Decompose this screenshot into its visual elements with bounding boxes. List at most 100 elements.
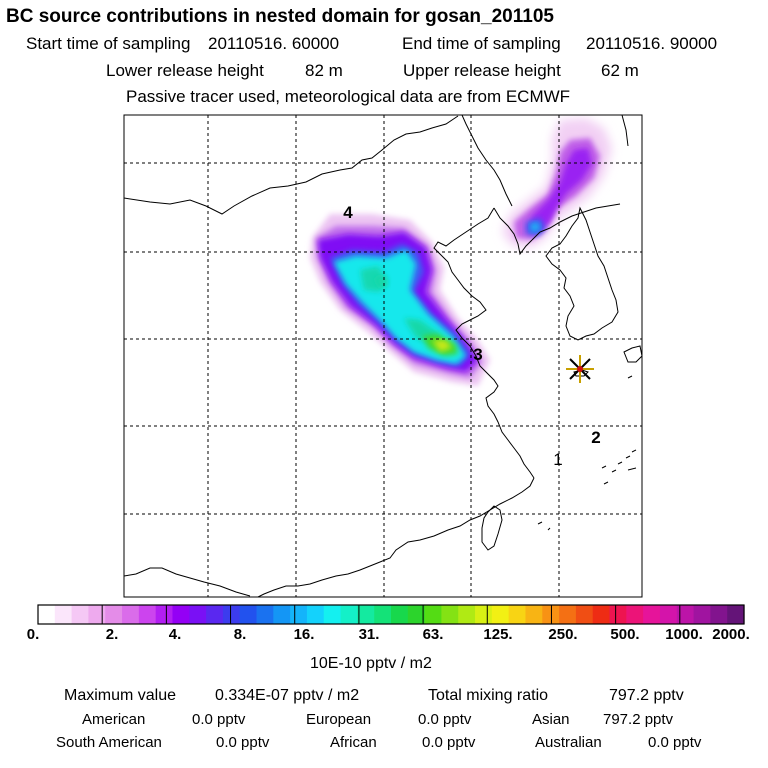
amur-border <box>461 115 513 207</box>
colorbar-swatch <box>155 605 174 624</box>
colorbar-swatch <box>710 605 728 624</box>
colorbar-swatch <box>323 605 342 624</box>
colorbar-swatch <box>491 605 510 624</box>
colorbar-swatch <box>290 605 308 624</box>
colorbar-tick-label: 0. <box>26 626 40 643</box>
total-mixing-label: Total mixing ratio <box>428 687 549 704</box>
colorbar-swatch <box>340 605 358 624</box>
colorbar-swatch <box>239 605 258 624</box>
concentration-plume-northeast <box>502 118 612 248</box>
start-time-label: Start time of sampling <box>26 34 191 53</box>
total-mixing-value: 797.2 pptv <box>609 687 684 704</box>
map-frame <box>123 114 643 598</box>
colorbar-swatch <box>273 605 291 624</box>
source-value-australian: 0.0 pptv <box>648 734 702 751</box>
source-name-australian: Australian <box>535 734 602 751</box>
concentration-plume-main <box>310 214 490 386</box>
colorbar-swatch <box>88 605 106 624</box>
colorbar-tick-label: 250. <box>548 626 578 643</box>
colorbar-swatch <box>306 605 325 624</box>
bohai-coast <box>433 207 495 339</box>
ryukyu-islands <box>537 375 637 531</box>
end-time-label: End time of sampling <box>402 34 561 53</box>
lower-height-label: Lower release height <box>106 61 264 80</box>
colorbar-swatch <box>374 605 392 624</box>
yellow-sea-coast <box>461 337 535 479</box>
colorbar-swatch <box>727 605 745 624</box>
plot-title: BC source contributions in nested domain… <box>6 6 554 27</box>
colorbar-swatch <box>206 605 224 624</box>
colorbar-tick-label: 63. <box>422 626 444 643</box>
colorbar-tick-label: 1000. <box>665 626 703 643</box>
colorbar-swatch <box>676 605 695 624</box>
japan-kyushu <box>623 345 642 363</box>
colorbar-tick-label: 2000. <box>712 626 750 643</box>
colorbar-swatch <box>38 605 56 624</box>
upper-height-label: Upper release height <box>403 61 561 80</box>
source-value-african: 0.0 pptv <box>422 734 476 751</box>
colorbar-frame <box>37 604 745 625</box>
colorbar-swatch <box>441 605 459 624</box>
colorbar-tick-label: 500. <box>610 626 640 643</box>
lower-height-value: 82 m <box>305 61 343 80</box>
sakhalin-edge <box>621 115 629 147</box>
source-value-south-american: 0.0 pptv <box>216 734 270 751</box>
source-name-african: African <box>330 734 377 751</box>
korea-peninsula <box>545 206 619 341</box>
colorbar-swatch <box>693 605 711 624</box>
region-label-1: 1 <box>553 450 562 469</box>
southwest-border <box>124 567 251 597</box>
source-name-asian: Asian <box>532 711 570 728</box>
region-label-4: 4 <box>343 203 353 222</box>
max-value: 0.334E-07 pptv / m2 <box>215 687 360 704</box>
colorbar-swatch <box>626 605 644 624</box>
start-time-value: 20110516. 60000 <box>208 34 340 53</box>
colorbar-unit-label: 10E-10 pptv / m2 <box>310 655 432 672</box>
korea-north-border <box>531 203 621 241</box>
colorbar-swatch <box>609 605 627 624</box>
upper-height-value: 62 m <box>601 61 639 80</box>
coastlines <box>124 115 642 597</box>
source-name-american: American <box>82 711 146 728</box>
colorbar-swatch <box>475 605 493 624</box>
end-time-value: 20110516. 90000 <box>586 34 718 53</box>
colorbar-tick-label: 16. <box>293 626 315 643</box>
colorbar-dividers <box>101 605 681 624</box>
colorbar-swatch <box>172 605 190 624</box>
lat-lon-grid <box>124 115 642 597</box>
colorbar-swatch <box>105 605 123 624</box>
source-value-american: 0.0 pptv <box>192 711 246 728</box>
colorbar <box>38 605 745 624</box>
taiwan <box>481 505 503 551</box>
colorbar-swatch <box>643 605 661 624</box>
max-value-label: Maximum value <box>64 687 177 704</box>
source-value-asian: 797.2 pptv <box>603 711 674 728</box>
colorbar-tick-label: 4. <box>168 626 182 643</box>
source-name-european: European <box>306 711 372 728</box>
colorbar-tick-label: 8. <box>233 626 247 643</box>
region-label-3: 3 <box>473 345 482 364</box>
colorbar-swatch <box>189 605 207 624</box>
colorbar-swatch <box>407 605 426 624</box>
colorbar-swatch <box>458 605 476 624</box>
colorbar-swatch <box>138 605 157 624</box>
colorbar-tick-label: 125. <box>483 626 513 643</box>
colorbar-swatch <box>575 605 594 624</box>
southeast-coast <box>257 477 535 597</box>
colorbar-swatch <box>659 605 678 624</box>
colorbar-swatch <box>559 605 577 624</box>
colorbar-swatch <box>357 605 375 624</box>
colorbar-swatch <box>424 605 443 624</box>
receptor-star-icon <box>566 355 594 383</box>
data-source-note: Passive tracer used, meteorological data… <box>126 87 571 106</box>
colorbar-swatch <box>508 605 527 624</box>
colorbar-swatch <box>222 605 241 624</box>
colorbar-swatch <box>256 605 274 624</box>
colorbar-swatch <box>122 605 140 624</box>
colorbar-tick-label: 31. <box>358 626 380 643</box>
map-panel <box>124 115 642 597</box>
region-label-2: 2 <box>591 428 600 447</box>
colorbar-swatch <box>54 605 73 624</box>
colorbar-swatch <box>592 605 611 624</box>
